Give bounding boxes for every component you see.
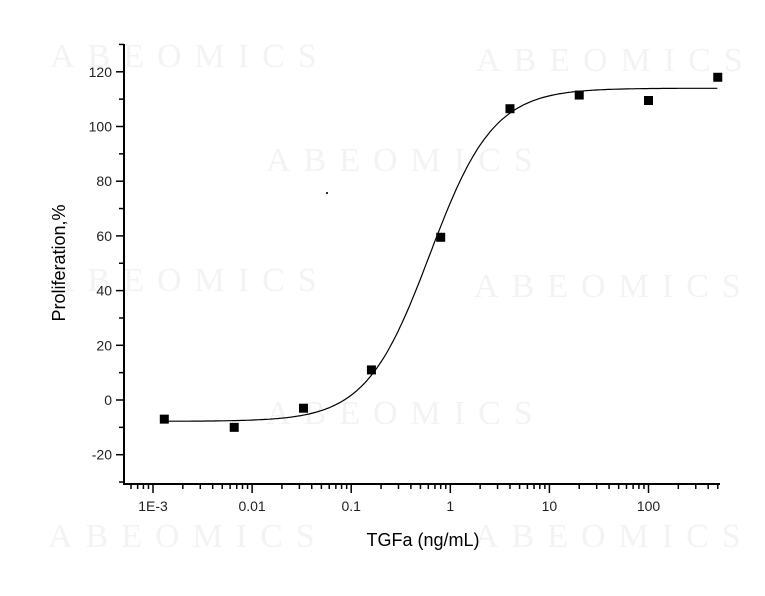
y-tick-label: 100 — [89, 119, 113, 135]
y-tick-label: 120 — [89, 64, 113, 80]
data-point-marker — [713, 72, 723, 82]
data-point-marker — [298, 403, 308, 413]
x-tick-label: 10 — [542, 498, 558, 514]
data-point-marker — [229, 422, 239, 432]
x-tick-label: 1 — [446, 498, 454, 514]
y-tick-label: 40 — [96, 283, 112, 299]
fit-curve — [164, 87, 718, 422]
y-tick-label: 60 — [96, 228, 112, 244]
data-point-marker — [436, 232, 446, 242]
stray-dot — [326, 192, 328, 194]
fit-curve-path — [164, 87, 718, 422]
y-tick-label: 80 — [96, 173, 112, 189]
data-point-marker — [574, 90, 584, 100]
y-tick-label: 0 — [104, 392, 112, 408]
x-tick-label: 100 — [637, 498, 661, 514]
x-tick-label: 0.1 — [341, 498, 361, 514]
axes: -20 0 20 40 60 80 100 120 1E-3 0.01 0.1 1 10 100 — [89, 43, 720, 514]
data-point-marker — [159, 414, 169, 424]
x-axis-title: TGFa (ng/mL) — [366, 530, 479, 550]
x-tick-label: 1E-3 — [138, 498, 168, 514]
data-point-marker — [366, 365, 376, 375]
y-tick-label: -20 — [92, 447, 112, 463]
y-tick-label: 20 — [96, 337, 112, 353]
data-point-marker — [505, 104, 515, 114]
data-point-marker — [644, 96, 653, 106]
x-tick-label: 0.01 — [238, 498, 265, 514]
y-axis-title: Proliferation,% — [49, 204, 69, 321]
data-points — [159, 72, 723, 432]
